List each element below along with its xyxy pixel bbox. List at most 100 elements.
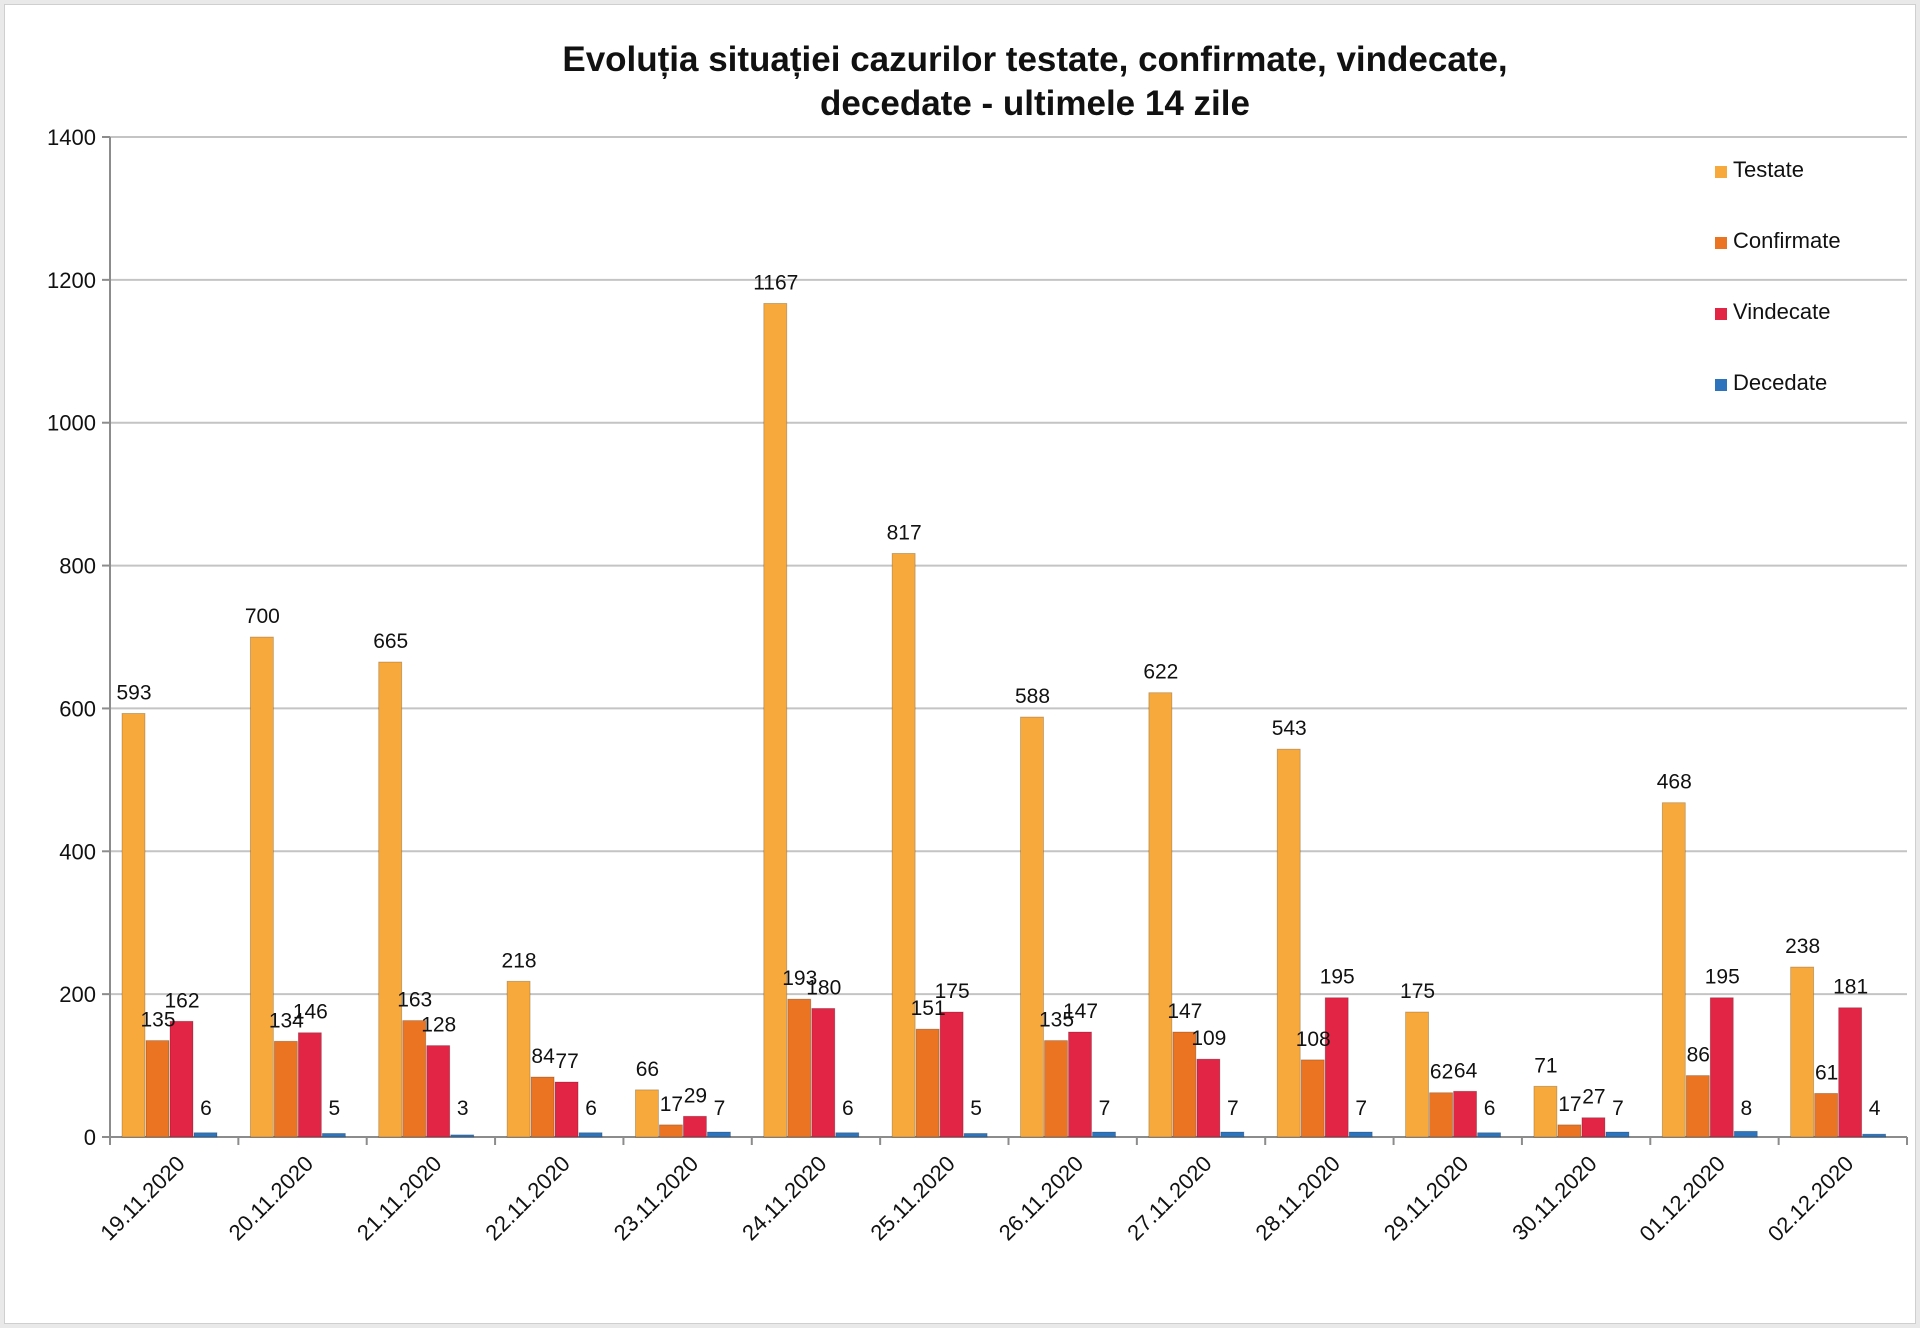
bar-confirmate	[273, 1040, 298, 1138]
data-label-testate: 175	[1400, 980, 1435, 1003]
bar-decedate	[450, 1134, 475, 1138]
y-tick-label: 1200	[47, 268, 96, 293]
bar-vindecate	[1196, 1058, 1221, 1138]
bar-vindecate	[1068, 1031, 1092, 1138]
data-label-confirmate: 163	[397, 989, 432, 1012]
data-label-vindecate: 180	[806, 976, 841, 999]
bar-decedate	[1605, 1131, 1630, 1138]
legend-label-vindecate: Vindecate	[1733, 299, 1830, 324]
bar-vindecate	[1709, 997, 1734, 1138]
bar-testate	[378, 661, 403, 1138]
bar-confirmate	[787, 998, 812, 1138]
bar-chart: Evoluția situației cazurilor testate, co…	[5, 5, 1915, 1323]
bar-testate	[1276, 748, 1301, 1138]
data-label-decedate: 8	[1740, 1097, 1752, 1120]
data-label-confirmate: 134	[269, 1009, 304, 1032]
bar-testate	[763, 303, 788, 1138]
bar-confirmate	[402, 1020, 427, 1138]
legend-swatch-confirmate	[1715, 237, 1727, 249]
data-label-testate: 588	[1015, 685, 1050, 708]
data-label-decedate: 6	[1484, 1097, 1496, 1120]
bar-testate	[1148, 692, 1173, 1138]
bar-confirmate	[915, 1028, 940, 1138]
data-label-confirmate: 17	[1558, 1093, 1581, 1116]
legend-label-confirmate: Confirmate	[1733, 228, 1841, 253]
data-label-testate: 1167	[753, 271, 798, 294]
bar-testate	[1533, 1085, 1558, 1138]
data-label-decedate: 7	[1227, 1097, 1239, 1120]
bar-decedate	[1092, 1131, 1116, 1138]
data-label-decedate: 5	[329, 1097, 341, 1120]
data-label-decedate: 4	[1869, 1097, 1881, 1120]
data-label-confirmate: 108	[1296, 1028, 1331, 1051]
bar-vindecate	[939, 1011, 964, 1138]
data-label-testate: 622	[1143, 661, 1178, 684]
data-label-vindecate: 29	[684, 1084, 707, 1107]
legend-label-testate: Testate	[1733, 157, 1804, 182]
data-label-confirmate: 193	[782, 967, 817, 990]
bar-decedate	[193, 1132, 218, 1138]
data-label-testate: 543	[1272, 717, 1307, 740]
data-label-decedate: 6	[200, 1097, 212, 1120]
bar-decedate	[1862, 1133, 1887, 1138]
bar-vindecate	[683, 1115, 707, 1138]
data-label-confirmate: 17	[660, 1093, 683, 1116]
bar-confirmate	[1172, 1031, 1197, 1138]
data-label-testate: 66	[636, 1058, 659, 1081]
bar-decedate	[578, 1132, 603, 1138]
data-label-testate: 665	[373, 630, 408, 653]
legend: Testate Confirmate Vindecate Decedate	[1715, 157, 1841, 395]
data-label-testate: 817	[887, 521, 922, 544]
legend-swatch-vindecate	[1715, 308, 1727, 320]
bar-testate	[1405, 1011, 1429, 1138]
bar-decedate	[1477, 1132, 1501, 1138]
data-label-vindecate: 27	[1582, 1086, 1605, 1109]
data-label-confirmate: 135	[140, 1009, 175, 1032]
bar-vindecate	[1453, 1090, 1477, 1138]
chart-title: Evoluția situației cazurilor testate, co…	[562, 40, 1507, 123]
data-label-vindecate: 128	[421, 1014, 456, 1037]
data-label-vindecate: 195	[1705, 966, 1740, 989]
bar-confirmate	[145, 1040, 170, 1138]
legend-label-decedate: Decedate	[1733, 370, 1827, 395]
y-tick-label: 800	[59, 554, 96, 579]
bar-confirmate	[659, 1124, 683, 1138]
bar-confirmate	[530, 1076, 555, 1138]
bar-vindecate	[1581, 1117, 1606, 1138]
bar-vindecate	[1838, 1007, 1863, 1138]
bar-testate	[249, 636, 274, 1138]
data-label-vindecate: 195	[1320, 966, 1355, 989]
data-label-decedate: 7	[714, 1097, 726, 1120]
data-label-vindecate: 77	[555, 1050, 578, 1073]
bar-vindecate	[554, 1081, 579, 1138]
bar-testate	[1790, 966, 1815, 1138]
data-label-confirmate: 147	[1167, 1000, 1202, 1023]
data-label-confirmate: 151	[911, 997, 946, 1020]
data-label-decedate: 7	[1355, 1097, 1367, 1120]
bar-decedate	[1220, 1131, 1245, 1138]
data-label-vindecate: 109	[1191, 1027, 1226, 1050]
bar-decedate	[1733, 1130, 1758, 1138]
y-tick-label: 1000	[47, 411, 96, 436]
bar-decedate	[963, 1133, 988, 1138]
legend-swatch-decedate	[1715, 379, 1727, 391]
data-label-confirmate: 135	[1039, 1009, 1074, 1032]
bar-decedate	[1348, 1131, 1373, 1138]
chart-title-line: Evoluția situației cazurilor testate, co…	[562, 40, 1507, 79]
data-label-confirmate: 62	[1430, 1061, 1453, 1084]
bar-confirmate	[1429, 1092, 1453, 1138]
data-label-decedate: 7	[1099, 1097, 1111, 1120]
data-label-vindecate: 162	[164, 989, 199, 1012]
data-label-decedate: 3	[457, 1097, 469, 1120]
legend-swatch-testate	[1715, 166, 1727, 178]
data-label-testate: 218	[502, 949, 537, 972]
bar-testate	[506, 980, 531, 1138]
chart-title-line: decedate - ultimele 14 zile	[820, 84, 1250, 123]
bar-confirmate	[1814, 1093, 1839, 1138]
bar-confirmate	[1557, 1124, 1582, 1138]
bar-confirmate	[1685, 1075, 1710, 1138]
y-tick-label: 1400	[47, 125, 96, 150]
data-label-vindecate: 147	[1063, 1000, 1098, 1023]
y-tick-label: 200	[59, 982, 96, 1007]
